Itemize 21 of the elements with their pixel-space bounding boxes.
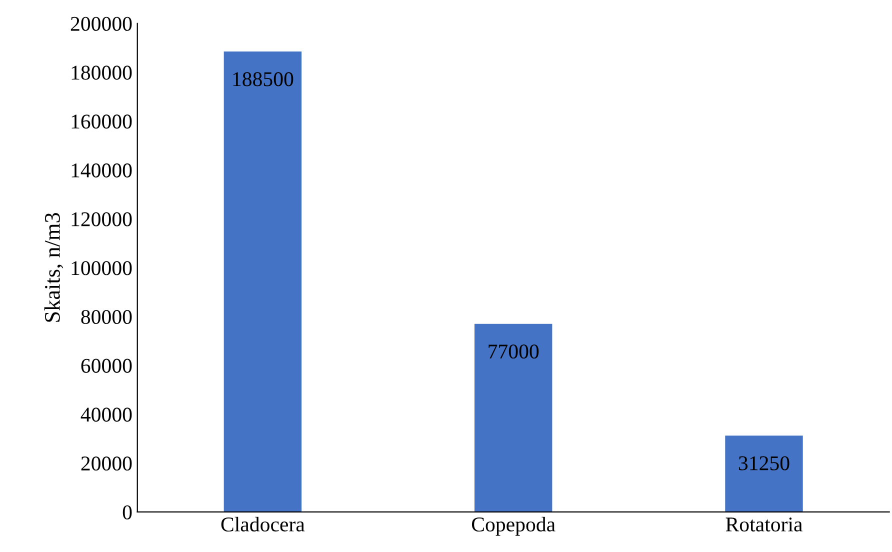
bar	[224, 52, 302, 512]
x-tick-label: Rotatoria	[726, 518, 802, 532]
data-label: 188500	[233, 72, 294, 86]
y-tick-label: 140000	[72, 163, 132, 178]
y-tick-label: 40000	[80, 408, 132, 422]
y-tick-label: 60000	[81, 358, 132, 373]
y-tick-label: 120000	[72, 212, 132, 226]
y-tick-label: 20000	[81, 456, 132, 471]
bar	[474, 324, 552, 512]
x-tick-label: Cladocera	[221, 516, 305, 532]
data-label: 31250	[738, 456, 790, 470]
x-tick-label: Copepoda	[472, 516, 556, 536]
y-axis-title: Skaits, n/m3	[44, 213, 64, 322]
y-tick-label: 180000	[72, 66, 132, 80]
bar	[725, 436, 803, 512]
y-tick-label: 0	[122, 505, 132, 520]
y-tick-label: 160000	[72, 114, 132, 129]
y-tick-label: 80000	[81, 310, 132, 324]
y-tick-label: 200000	[70, 16, 132, 31]
data-label: 77000	[488, 344, 539, 359]
y-tick-label: 100000	[72, 261, 132, 276]
